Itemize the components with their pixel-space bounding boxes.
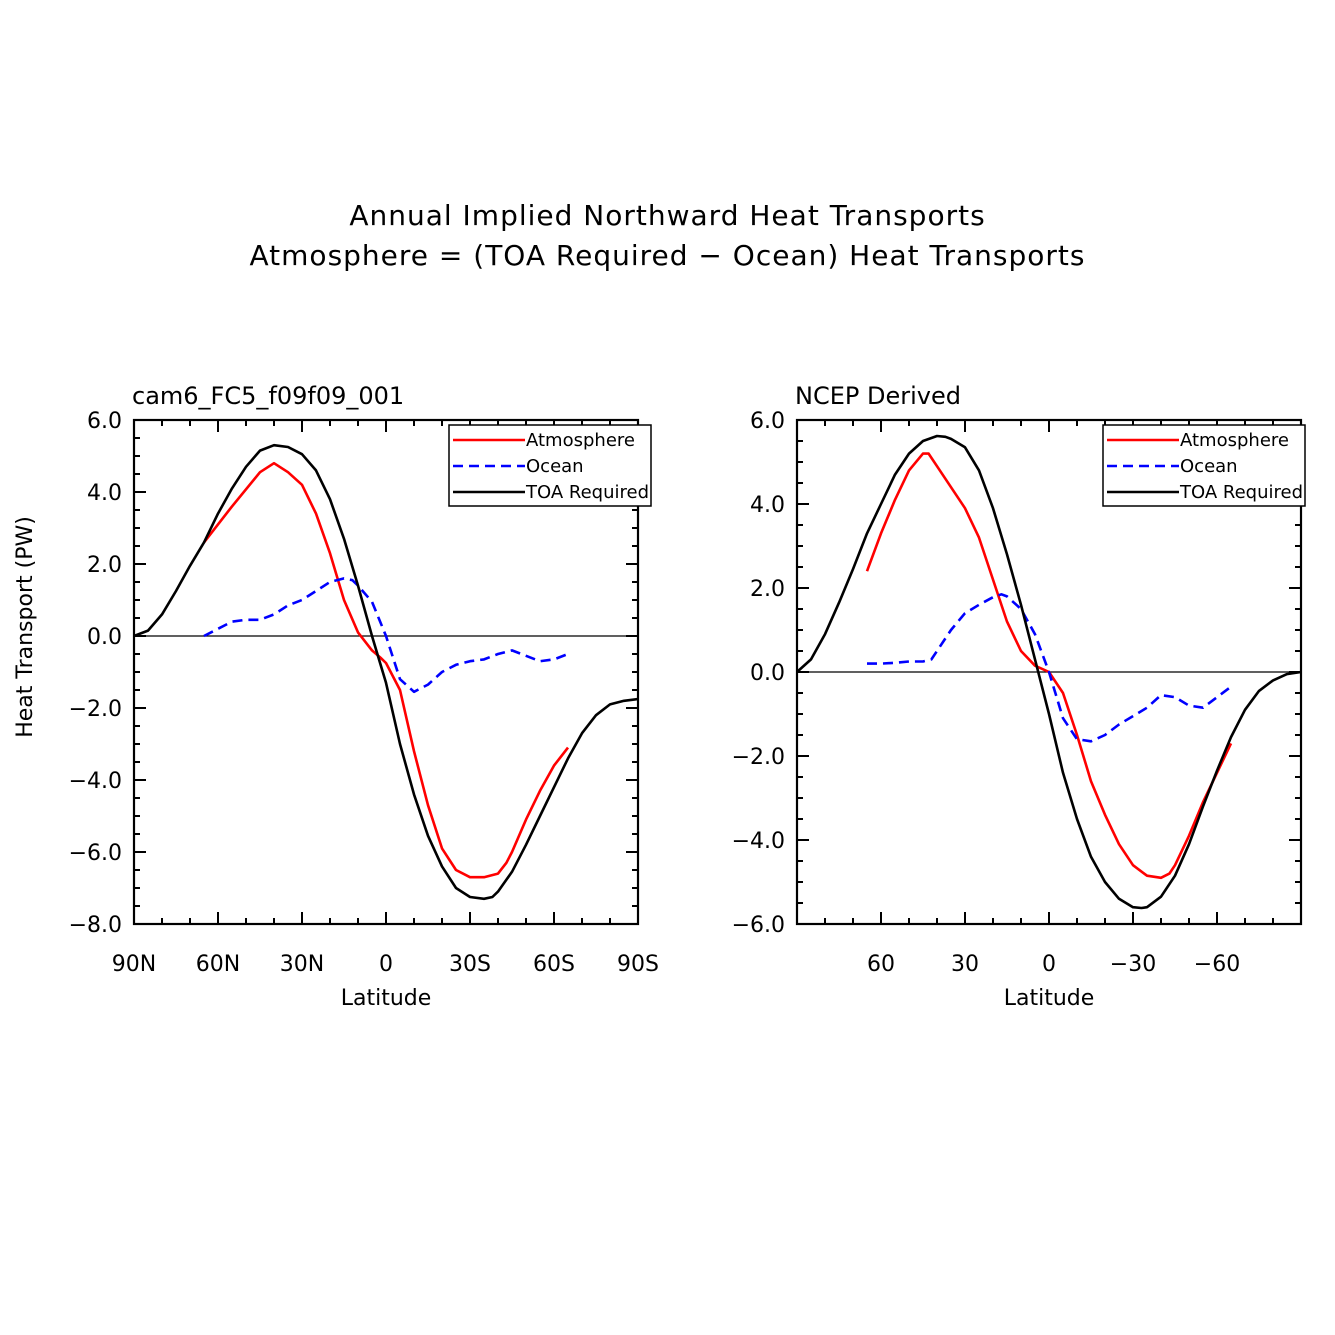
series-line-ocean (203, 577, 569, 694)
y-tick-label: −8.0 (69, 913, 122, 938)
legend-label: Ocean (526, 456, 584, 477)
y-tick-label: −4.0 (69, 769, 122, 794)
x-axis-label: Latitude (1004, 986, 1095, 1011)
x-tick-label: 30S (449, 952, 491, 977)
legend-label: Atmosphere (526, 430, 635, 451)
y-tick-label: 0.0 (750, 661, 785, 686)
legend-label: Ocean (1180, 456, 1238, 477)
y-tick-label: −6.0 (732, 913, 785, 938)
x-tick-label: 90S (617, 952, 659, 977)
x-tick-label: 30N (280, 952, 324, 977)
x-tick-label: −60 (1194, 952, 1240, 977)
x-tick-label: 30 (951, 952, 979, 977)
y-tick-label: −4.0 (732, 829, 785, 854)
y-tick-label: 2.0 (87, 553, 122, 578)
y-tick-label: 6.0 (87, 409, 122, 434)
panel-right: 6.0 4.0 2.0 0.0 −2.0 −4.0 −6.0 60 30 0 −30 −60 Latit… (732, 382, 1306, 1011)
legend-label: TOA Required (525, 482, 649, 503)
x-tick-label: 0 (1042, 952, 1056, 977)
x-tick-label: 60N (196, 952, 240, 977)
series-line-ocean (867, 593, 1232, 743)
x-tick-label: 90N (112, 952, 156, 977)
title-line-2: Atmosphere = (TOA Required − Ocean) Heat… (249, 239, 1086, 272)
legend-label: TOA Required (1179, 482, 1303, 503)
legend-label: Atmosphere (1180, 430, 1289, 451)
panel-left: 6.0 4.0 2.0 0.0 −2.0 −4.0 −6.0 −8.0 90N 60N 30N 0 30… (13, 382, 659, 1011)
title-line-1: Annual Implied Northward Heat Transports (349, 199, 986, 232)
x-axis-label: Latitude (341, 986, 432, 1011)
chart-subtitle: NCEP Derived (795, 382, 961, 410)
series-line-toa-required (133, 443, 639, 901)
y-tick-label: 2.0 (750, 577, 785, 602)
series-line-atmosphere (865, 452, 1233, 880)
x-tick-label: 0 (379, 952, 393, 977)
page-title: Annual Implied Northward Heat Transports… (0, 196, 1335, 276)
y-tick-label: 4.0 (750, 493, 785, 518)
x-tick-label: 60S (533, 952, 575, 977)
y-tick-label: −2.0 (69, 697, 122, 722)
x-tick-label: 60 (867, 952, 895, 977)
legend: Atmosphere Ocean TOA Required (448, 424, 652, 507)
y-axis-label: Heat Transport (PW) (13, 516, 38, 738)
y-tick-label: 4.0 (87, 481, 122, 506)
y-tick-label: 0.0 (87, 625, 122, 650)
y-tick-label: −2.0 (732, 745, 785, 770)
y-tick-label: −6.0 (69, 841, 122, 866)
x-tick-label: −30 (1110, 952, 1156, 977)
y-tick-label: 6.0 (750, 409, 785, 434)
series-line-toa-required (796, 434, 1302, 910)
series-line-atmosphere (202, 461, 570, 879)
legend: Atmosphere Ocean TOA Required (1102, 424, 1306, 507)
chart-subtitle: cam6_FC5_f09f09_001 (132, 382, 404, 410)
